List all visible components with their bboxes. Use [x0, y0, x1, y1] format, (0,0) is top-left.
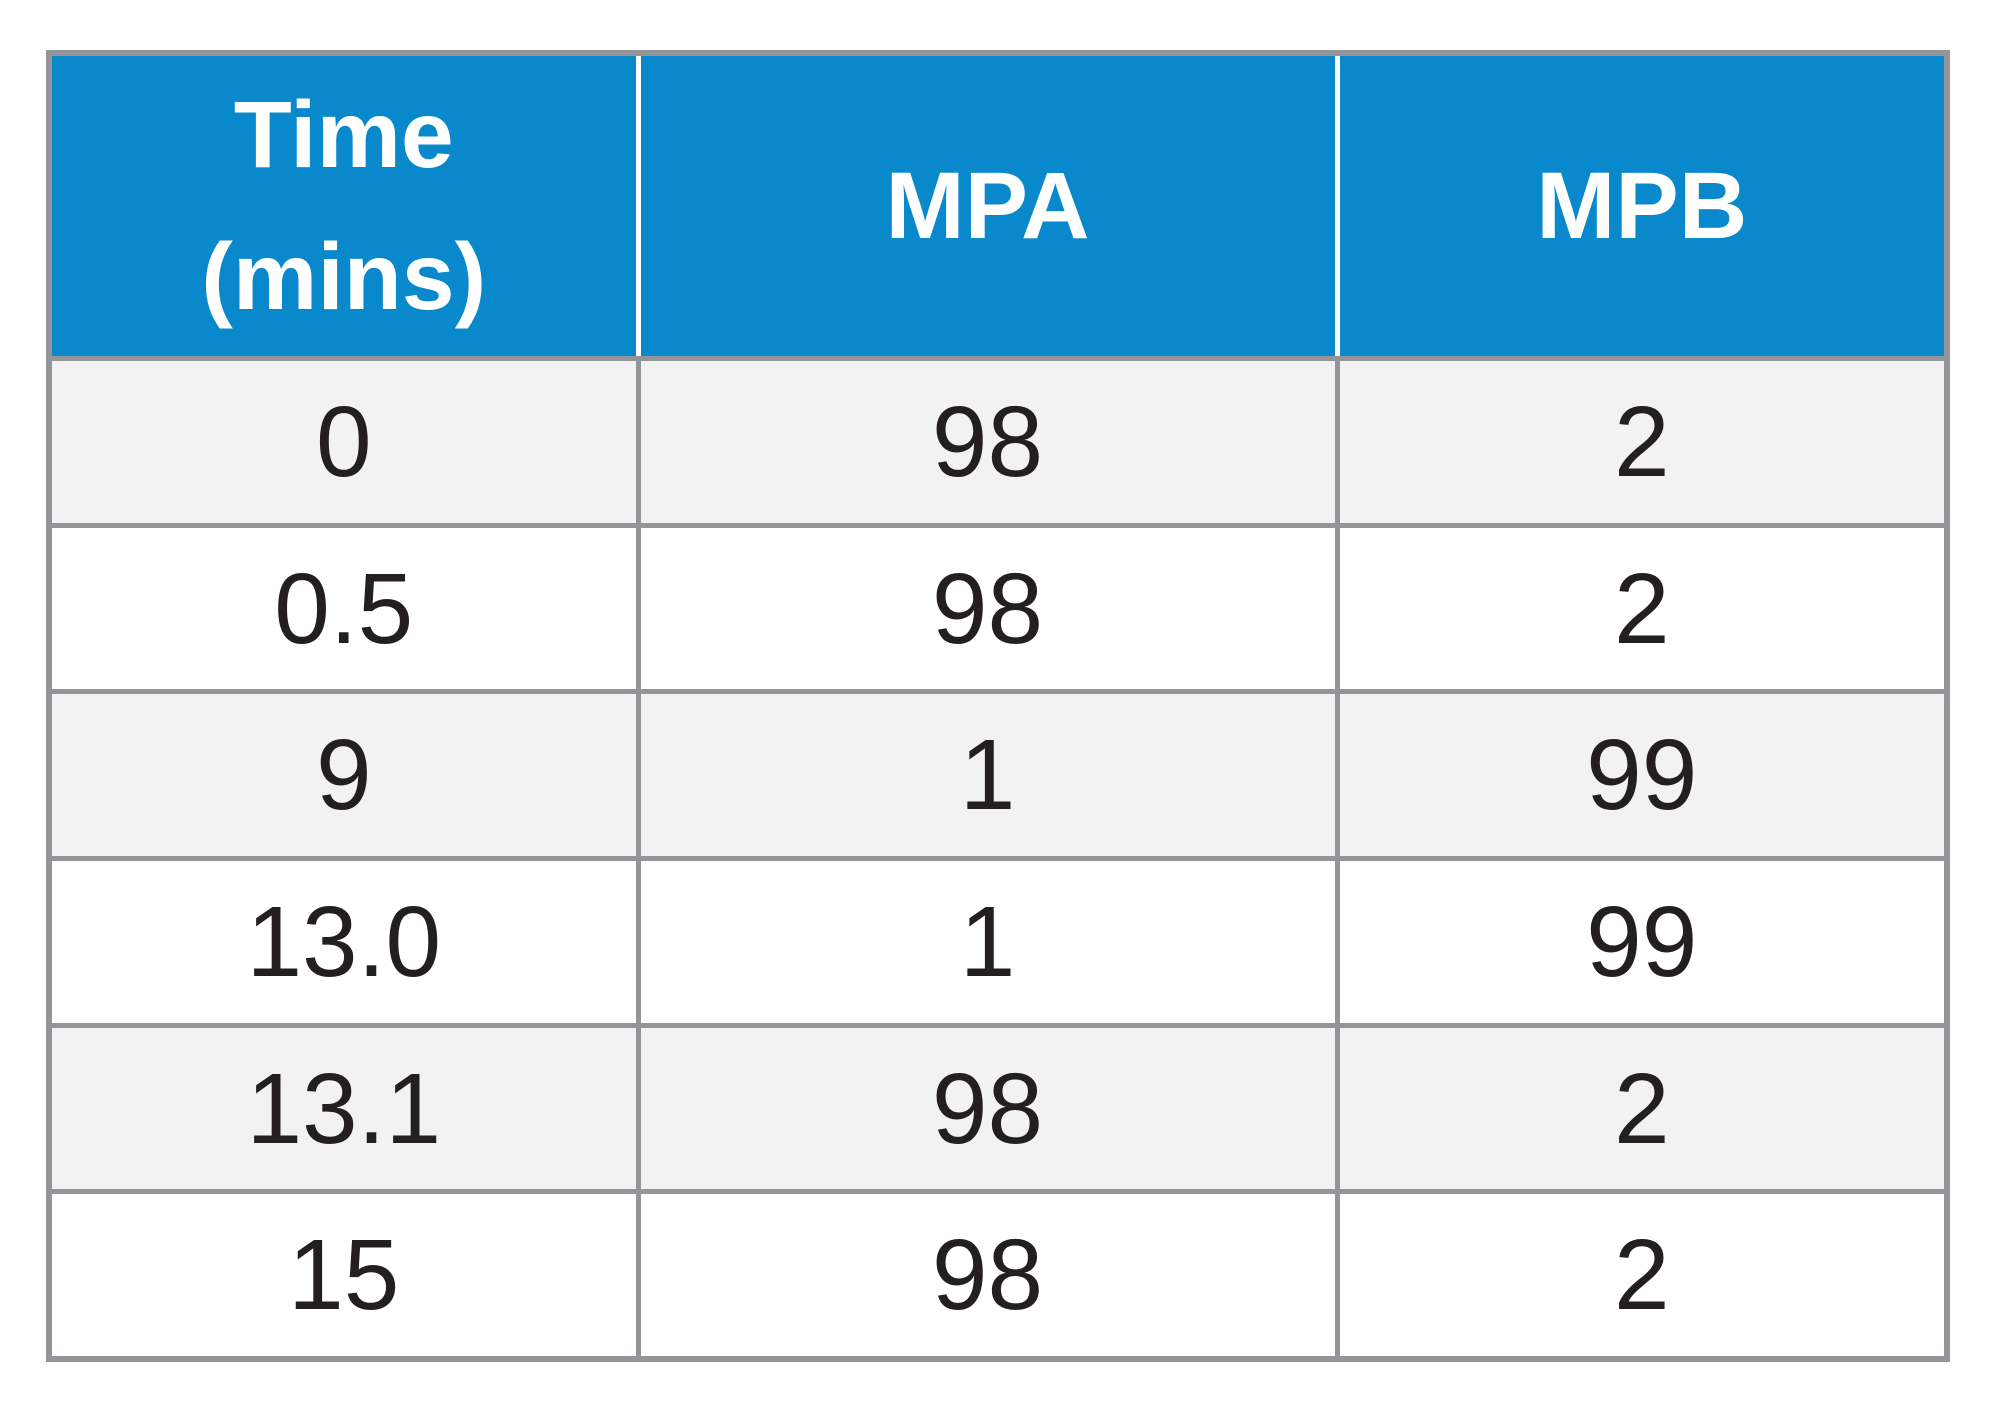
cell-mpa: 98	[635, 1027, 1335, 1190]
cell-mpa: 1	[635, 861, 1335, 1023]
cell-mpb: 2	[1334, 527, 1944, 690]
table-row: 0.5 98 2	[52, 527, 1944, 690]
cell-time: 0	[52, 361, 636, 523]
column-header-mpa: MPA	[635, 56, 1335, 356]
cell-mpb: 2	[1334, 361, 1944, 523]
cell-time: 9	[52, 694, 636, 857]
table-row: 9 1 99	[52, 694, 1944, 857]
cell-time: 13.0	[52, 861, 636, 1023]
cell-mpb: 99	[1334, 694, 1944, 857]
cell-mpa: 98	[635, 527, 1335, 690]
cell-mpa: 98	[635, 1194, 1335, 1357]
gradient-table: Time (mins) MPA MPB 0 98 2 0.5 98 2 9 1 …	[46, 50, 1950, 1362]
column-header-mpb: MPB	[1334, 56, 1944, 356]
cell-mpa: 1	[635, 694, 1335, 857]
table-row: 13.0 1 99	[52, 861, 1944, 1023]
table-row: 0 98 2	[52, 361, 1944, 523]
cell-time: 0.5	[52, 527, 636, 690]
cell-time: 15	[52, 1194, 636, 1357]
table-row: 13.1 98 2	[52, 1027, 1944, 1190]
cell-mpb: 2	[1334, 1194, 1944, 1357]
cell-mpb: 2	[1334, 1027, 1944, 1190]
cell-mpb: 99	[1334, 861, 1944, 1023]
cell-time: 13.1	[52, 1027, 636, 1190]
table-header-row: Time (mins) MPA MPB	[52, 56, 1944, 356]
cell-mpa: 98	[635, 361, 1335, 523]
table-row: 15 98 2	[52, 1194, 1944, 1357]
column-header-time: Time (mins)	[52, 56, 636, 356]
